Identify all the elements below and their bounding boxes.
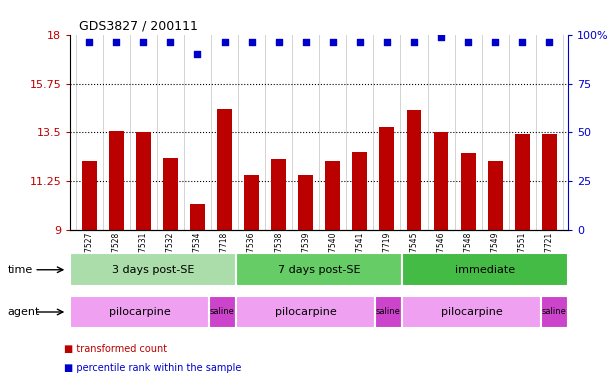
Bar bbox=[298, 175, 313, 230]
Bar bbox=[109, 131, 123, 230]
Bar bbox=[542, 134, 557, 230]
Text: 3 days post-SE: 3 days post-SE bbox=[112, 265, 194, 275]
Bar bbox=[325, 161, 340, 230]
Point bbox=[490, 39, 500, 45]
Text: 7 days post-SE: 7 days post-SE bbox=[278, 265, 360, 275]
Point bbox=[84, 39, 94, 45]
Point bbox=[111, 39, 121, 45]
Bar bbox=[271, 159, 286, 230]
Bar bbox=[136, 132, 151, 230]
Text: saline: saline bbox=[210, 308, 235, 316]
Bar bbox=[406, 110, 422, 230]
Bar bbox=[488, 161, 503, 230]
Point bbox=[409, 39, 419, 45]
Text: GDS3827 / 200111: GDS3827 / 200111 bbox=[79, 19, 199, 32]
Point bbox=[518, 39, 527, 45]
Bar bbox=[163, 157, 178, 230]
Bar bbox=[244, 175, 259, 230]
Text: pilocarpine: pilocarpine bbox=[274, 307, 336, 317]
Point bbox=[328, 39, 338, 45]
Point bbox=[192, 51, 202, 57]
Point bbox=[139, 39, 148, 45]
Text: ■ transformed count: ■ transformed count bbox=[64, 344, 167, 354]
Bar bbox=[541, 296, 568, 328]
Bar bbox=[236, 253, 402, 286]
Point bbox=[436, 33, 446, 40]
Bar bbox=[70, 296, 208, 328]
Point bbox=[247, 39, 257, 45]
Bar bbox=[190, 204, 205, 230]
Text: ■ percentile rank within the sample: ■ percentile rank within the sample bbox=[64, 363, 241, 373]
Point bbox=[382, 39, 392, 45]
Bar bbox=[402, 296, 541, 328]
Text: time: time bbox=[7, 265, 32, 275]
Text: saline: saline bbox=[542, 308, 567, 316]
Point bbox=[463, 39, 473, 45]
Bar bbox=[402, 253, 568, 286]
Bar bbox=[375, 296, 402, 328]
Text: pilocarpine: pilocarpine bbox=[109, 307, 170, 317]
Bar bbox=[236, 296, 375, 328]
Bar bbox=[70, 253, 236, 286]
Text: pilocarpine: pilocarpine bbox=[441, 307, 502, 317]
Bar bbox=[434, 132, 448, 230]
Bar bbox=[353, 152, 367, 230]
Point bbox=[544, 39, 554, 45]
Text: agent: agent bbox=[7, 307, 40, 317]
Bar bbox=[379, 127, 394, 230]
Bar bbox=[461, 153, 475, 230]
Bar bbox=[515, 134, 530, 230]
Bar bbox=[217, 109, 232, 230]
Bar bbox=[82, 161, 97, 230]
Text: saline: saline bbox=[376, 308, 401, 316]
Point bbox=[355, 39, 365, 45]
Point bbox=[301, 39, 310, 45]
Point bbox=[219, 39, 229, 45]
Text: immediate: immediate bbox=[455, 265, 515, 275]
Point bbox=[166, 39, 175, 45]
Point bbox=[274, 39, 284, 45]
Bar bbox=[208, 296, 236, 328]
